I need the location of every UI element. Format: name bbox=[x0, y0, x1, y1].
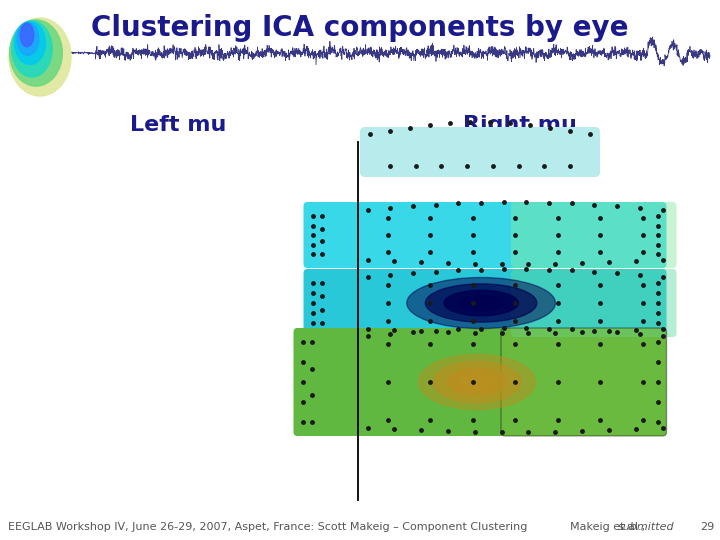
FancyBboxPatch shape bbox=[304, 202, 667, 268]
FancyBboxPatch shape bbox=[294, 328, 667, 436]
FancyBboxPatch shape bbox=[304, 269, 667, 337]
Text: Right mu: Right mu bbox=[463, 115, 577, 135]
Ellipse shape bbox=[459, 374, 495, 390]
Text: Makeig et al.,: Makeig et al., bbox=[570, 522, 649, 532]
Ellipse shape bbox=[448, 368, 506, 396]
Text: Clustering ICA components by eye: Clustering ICA components by eye bbox=[91, 14, 629, 42]
Ellipse shape bbox=[20, 23, 34, 46]
FancyBboxPatch shape bbox=[511, 202, 677, 268]
Ellipse shape bbox=[444, 291, 518, 316]
Text: submitted: submitted bbox=[618, 522, 675, 532]
Ellipse shape bbox=[14, 22, 45, 64]
Ellipse shape bbox=[9, 18, 71, 96]
Ellipse shape bbox=[459, 295, 503, 310]
Text: EEGLAB Workshop IV, June 26-29, 2007, Aspet, France: Scott Makeig – Component Cl: EEGLAB Workshop IV, June 26-29, 2007, As… bbox=[8, 522, 527, 532]
FancyBboxPatch shape bbox=[360, 127, 600, 177]
Text: Left mu: Left mu bbox=[130, 115, 226, 135]
Ellipse shape bbox=[9, 20, 63, 86]
Ellipse shape bbox=[426, 284, 537, 322]
Ellipse shape bbox=[17, 23, 39, 56]
Ellipse shape bbox=[418, 354, 536, 409]
FancyBboxPatch shape bbox=[511, 269, 677, 337]
Ellipse shape bbox=[12, 21, 52, 77]
FancyBboxPatch shape bbox=[501, 328, 667, 436]
Text: 29: 29 bbox=[700, 522, 714, 532]
Ellipse shape bbox=[407, 278, 555, 328]
Ellipse shape bbox=[433, 361, 521, 403]
